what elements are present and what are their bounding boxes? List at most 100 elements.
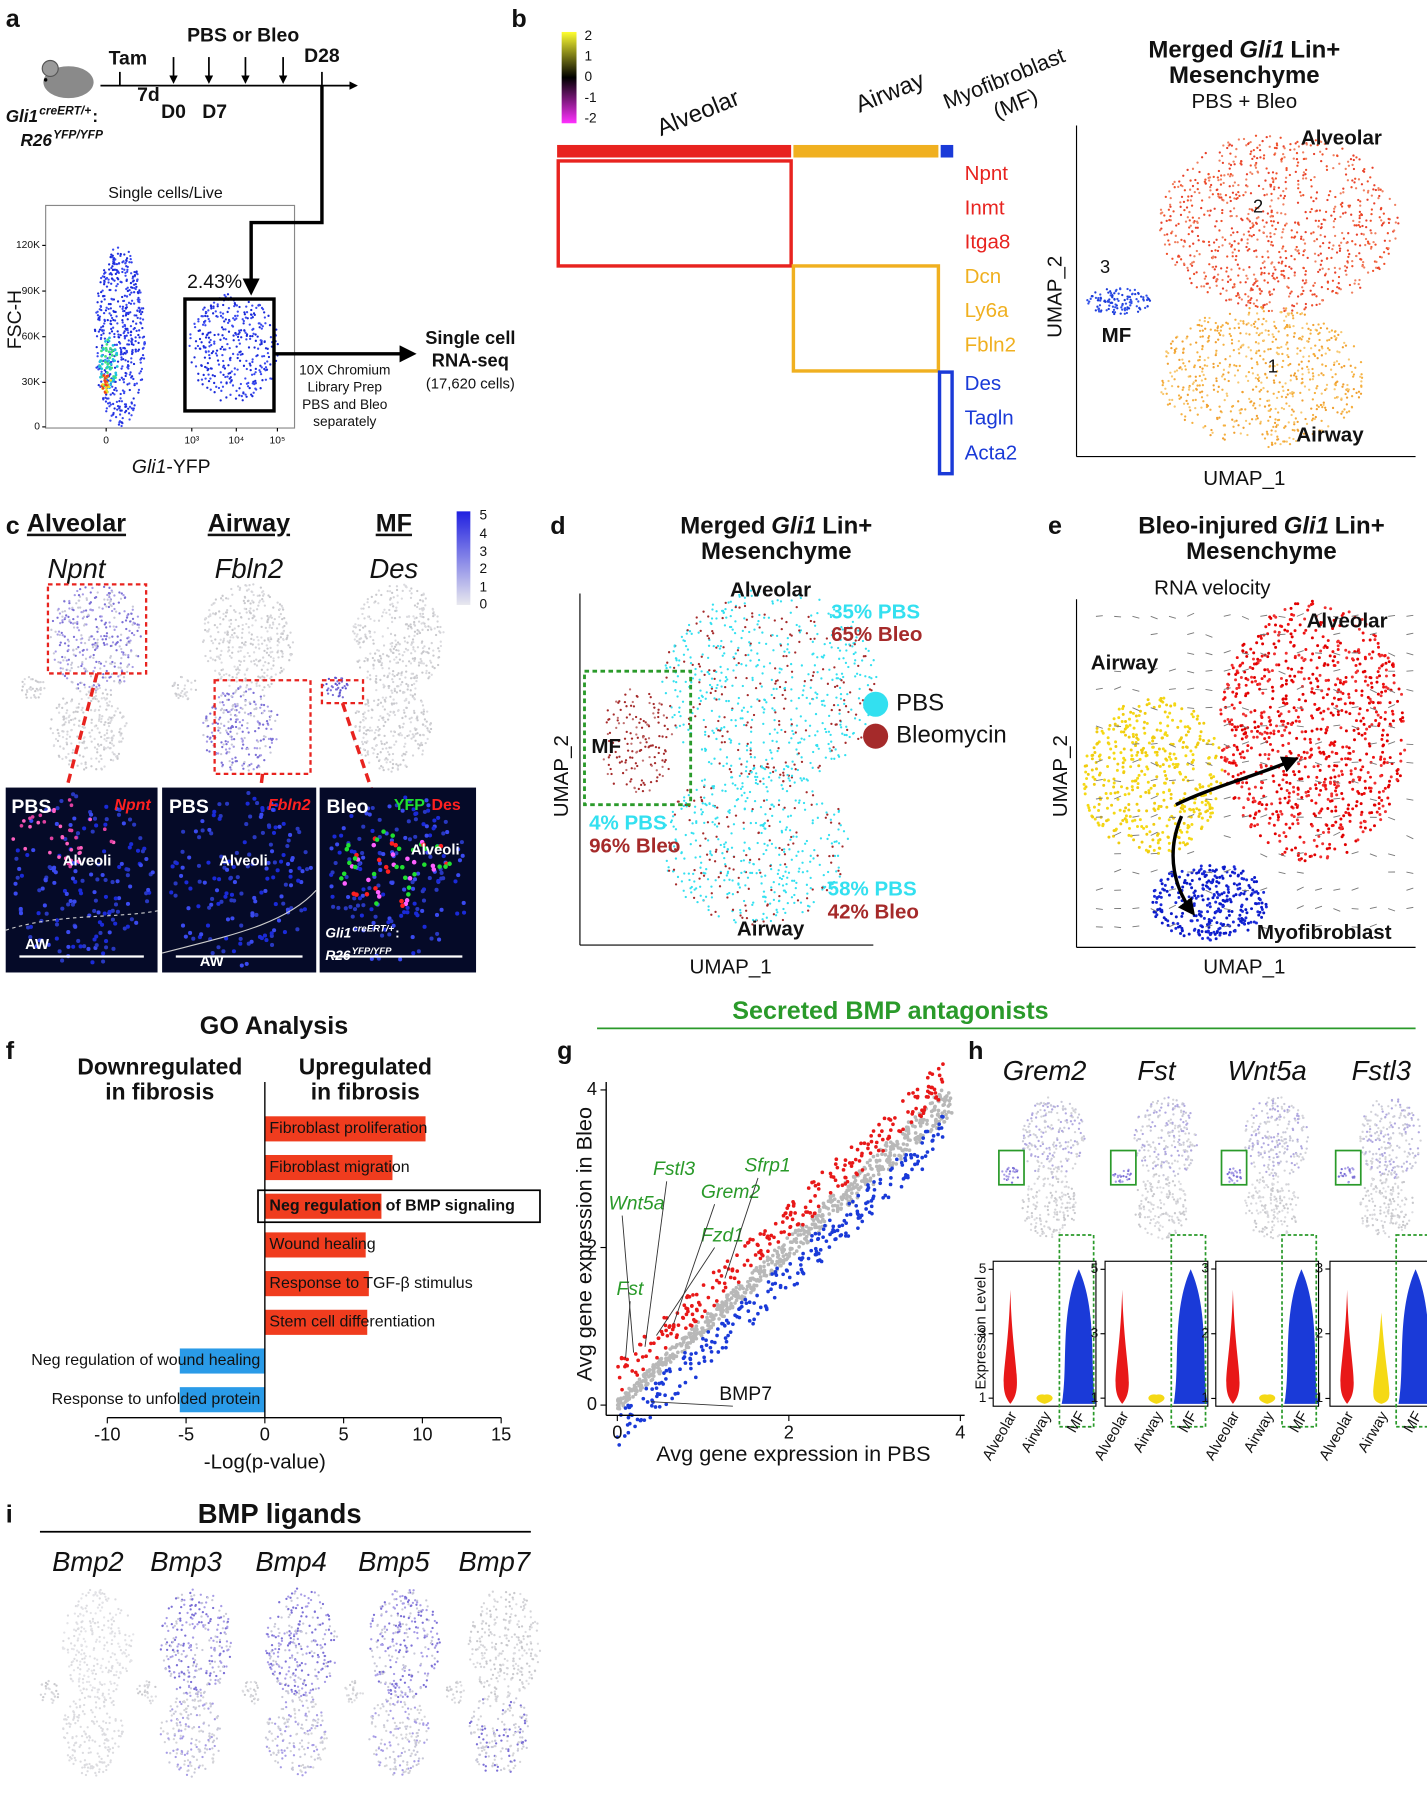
cell-dot — [130, 337, 133, 340]
cell-dot — [1203, 358, 1206, 362]
cell-dot — [1340, 397, 1343, 400]
cell-dot — [1096, 299, 1100, 302]
cell-dot — [130, 299, 134, 302]
cell-dot — [1086, 299, 1089, 302]
cell-dot — [1254, 320, 1257, 323]
cell-dot — [127, 339, 130, 342]
cell-dot — [1311, 378, 1314, 381]
cell-dot — [118, 407, 121, 410]
cell-dot — [1222, 368, 1226, 371]
cell-dot — [1322, 218, 1325, 221]
cell-dot — [1215, 220, 1218, 223]
cell-dot — [1272, 320, 1276, 324]
cell-dot — [113, 366, 117, 369]
cell-dot — [233, 665, 236, 668]
cell-dot — [206, 659, 210, 663]
cell-dot — [85, 693, 88, 696]
cell-dot — [257, 675, 260, 678]
cell-dot — [113, 335, 116, 338]
cell-dot — [105, 643, 109, 646]
cell-dot — [194, 347, 197, 350]
cell-dot — [239, 350, 242, 353]
cell-dot — [1264, 361, 1267, 365]
cell-dot — [259, 697, 263, 701]
cell-dot — [59, 745, 62, 748]
cell-dot — [120, 650, 124, 654]
cell-dot — [1359, 361, 1363, 364]
cell-dot — [105, 285, 109, 288]
cell-dot — [1280, 236, 1283, 239]
cell-dot — [78, 651, 82, 654]
cell-dot — [207, 373, 210, 376]
cell-dot — [110, 604, 113, 608]
cell-dot — [1370, 212, 1373, 216]
cell-dot — [249, 335, 252, 338]
cell-dot — [141, 318, 145, 321]
cell-dot — [229, 381, 232, 384]
cell-dot — [237, 687, 240, 690]
cell-dot — [109, 322, 112, 325]
cell-dot — [1296, 249, 1299, 253]
cell-dot — [1165, 252, 1169, 255]
cell-dot — [1344, 392, 1347, 396]
cell-dot — [231, 384, 235, 387]
cell-dot — [248, 386, 251, 390]
cell-dot — [1273, 232, 1276, 236]
cell-dot — [42, 680, 45, 684]
cell-dot — [1273, 153, 1276, 156]
cell-dot — [1200, 406, 1203, 409]
cell-dot — [1106, 299, 1110, 302]
cell-dot — [226, 310, 229, 314]
cell-dot — [121, 295, 124, 299]
cell-dot — [231, 352, 235, 356]
cell-dot — [81, 706, 84, 710]
cell-dot — [1352, 387, 1355, 391]
cell-dot — [1225, 392, 1228, 395]
cell-dot — [95, 311, 98, 314]
cell-dot — [110, 277, 114, 280]
cell-dot — [263, 709, 266, 712]
cell-dot — [1116, 297, 1119, 301]
cell-dot — [1273, 325, 1276, 328]
cell-dot — [142, 357, 146, 360]
cell-dot — [1320, 286, 1324, 289]
cell-dot — [1250, 150, 1253, 153]
cell-dot — [260, 625, 263, 629]
cell-dot — [125, 295, 129, 298]
cell-dot — [1303, 242, 1307, 245]
cell-dot — [1192, 272, 1196, 276]
cell-dot — [1238, 364, 1241, 368]
cell-dot — [1248, 333, 1251, 336]
cell-dot — [225, 672, 228, 676]
cell-dot — [1339, 203, 1343, 206]
cell-dot — [228, 619, 231, 622]
cell-dot — [1217, 338, 1220, 341]
cell-dot — [240, 394, 243, 398]
cell-dot — [96, 630, 99, 633]
cell-dot — [1259, 388, 1263, 392]
cell-dot — [132, 408, 135, 412]
cell-dot — [1284, 213, 1287, 216]
cell-dot — [138, 289, 141, 292]
cell-dot — [59, 667, 62, 670]
cell-dot — [228, 625, 231, 628]
cell-dot — [1334, 205, 1337, 208]
cell-dot — [133, 382, 136, 386]
cell-dot — [1340, 331, 1343, 334]
cell-dot — [114, 310, 117, 314]
cell-dot — [1113, 297, 1116, 301]
cell-dot — [1330, 256, 1333, 259]
cell-dot — [118, 679, 122, 682]
cell-dot — [1175, 369, 1179, 372]
cell-dot — [259, 586, 262, 589]
cell-dot — [1251, 222, 1254, 225]
cell-dot — [1295, 231, 1299, 234]
cell-dot — [104, 676, 107, 679]
cell-dot — [1212, 384, 1215, 387]
cell-dot — [1343, 341, 1346, 345]
cell-dot — [1320, 160, 1323, 163]
cell-dot — [65, 717, 68, 720]
cell-dot — [1274, 442, 1277, 445]
cell-dot — [1207, 172, 1210, 176]
cell-dot — [122, 352, 125, 356]
